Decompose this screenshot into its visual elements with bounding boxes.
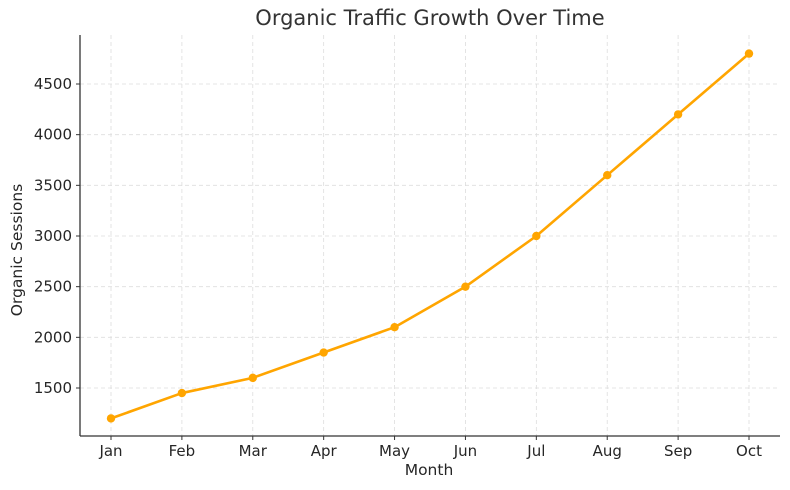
chart-title: Organic Traffic Growth Over Time bbox=[255, 6, 605, 30]
y-tick-label: 1500 bbox=[34, 379, 72, 397]
x-tick-label: Sep bbox=[664, 442, 692, 460]
data-point bbox=[461, 282, 470, 291]
x-tick-label: Oct bbox=[736, 442, 762, 460]
data-point bbox=[106, 414, 116, 423]
x-tick-label: Jan bbox=[98, 442, 122, 460]
x-tick-label: Aug bbox=[593, 442, 622, 460]
y-tick-label: 2500 bbox=[34, 278, 72, 296]
x-tick-label: Jul bbox=[526, 442, 545, 460]
data-markers bbox=[106, 49, 754, 423]
data-point bbox=[532, 231, 541, 241]
data-point bbox=[319, 348, 328, 357]
x-tick-label: Jun bbox=[453, 442, 477, 460]
data-point bbox=[744, 49, 754, 58]
data-point bbox=[248, 373, 257, 383]
y-axis-label: Organic Sessions bbox=[8, 184, 26, 316]
data-point bbox=[390, 323, 399, 332]
axes bbox=[79, 35, 780, 437]
y-tick-label: 3500 bbox=[34, 176, 72, 194]
data-point bbox=[177, 388, 187, 398]
y-axis-ticks: 1500 2000 2500 3000 3500 4000 4500 bbox=[34, 75, 80, 397]
x-axis-label: Month bbox=[405, 461, 454, 479]
y-tick-label: 2000 bbox=[34, 328, 72, 346]
data-point bbox=[603, 171, 612, 180]
x-tick-label: Feb bbox=[169, 442, 196, 460]
data-point bbox=[673, 110, 683, 119]
x-axis-ticks: Jan Feb Mar Apr May Jun Jul Aug Sep Oct bbox=[98, 436, 762, 460]
y-tick-label: 4000 bbox=[34, 126, 72, 144]
x-tick-label: Mar bbox=[239, 442, 268, 460]
data-line bbox=[110, 52, 750, 420]
y-tick-label: 4500 bbox=[34, 75, 72, 93]
y-tick-label: 3000 bbox=[34, 227, 72, 245]
gridlines bbox=[80, 35, 780, 436]
x-tick-label: Apr bbox=[311, 442, 338, 460]
x-tick-label: May bbox=[379, 442, 410, 460]
